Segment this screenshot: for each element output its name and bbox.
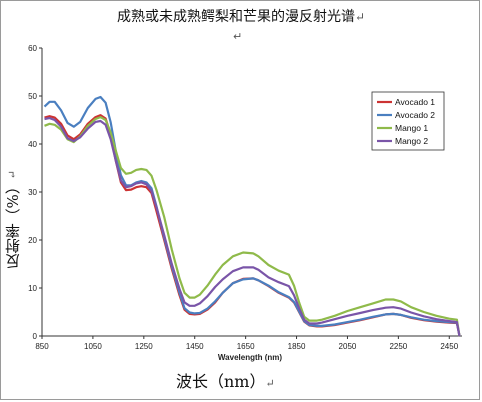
x-tick-label: 850: [35, 342, 49, 351]
paragraph-mark: ↵: [265, 377, 275, 390]
paragraph-mark: ↵: [354, 10, 366, 24]
x-tick-label: 1050: [84, 342, 102, 351]
y-tick-label: 10: [28, 284, 37, 293]
y-tick-label: 60: [28, 44, 37, 53]
y-tick-label: 30: [28, 188, 37, 197]
legend-label: Mango 2: [395, 136, 428, 146]
y-tick-label: 0: [33, 332, 38, 341]
y-tick-label: 40: [28, 140, 37, 149]
x-tick-label: 2450: [440, 342, 458, 351]
x-tick-label: 1650: [237, 342, 255, 351]
x-tick-label: 1850: [288, 342, 306, 351]
y-axis-title-text: 反射率（%）: [4, 179, 22, 269]
y-tick-label: 50: [28, 92, 37, 101]
x-tick-label: 2050: [339, 342, 357, 351]
legend-label: Avocado 2: [395, 110, 435, 120]
y-axis-title: 反射率（%）↵: [2, 170, 26, 268]
x-tick-label: 2250: [389, 342, 407, 351]
x-tick-label: 1450: [186, 342, 204, 351]
legend-label: Avocado 1: [395, 97, 435, 107]
x-tick-label: 1250: [135, 342, 153, 351]
x-axis-title-text: 波长（nm）: [176, 372, 266, 391]
series-line-avocado-2: [43, 95, 461, 337]
legend-label: Mango 1: [395, 123, 428, 133]
series-line-mango-2: [44, 116, 461, 337]
y-tick-label: 20: [28, 236, 37, 245]
figure-title: 成熟或未成熟鳄梨和芒果的漫反射光谱↵: [0, 6, 482, 26]
x-axis-title: 波长（nm）↵: [176, 368, 275, 392]
figure-title-text: 成熟或未成熟鳄梨和芒果的漫反射光谱: [116, 9, 355, 25]
series-line-mango-1: [44, 115, 461, 337]
x-axis-label: Wavelength (nm): [218, 353, 282, 362]
paragraph-mark: ↵: [6, 170, 19, 180]
paragraph-mark: ↵: [233, 30, 243, 43]
